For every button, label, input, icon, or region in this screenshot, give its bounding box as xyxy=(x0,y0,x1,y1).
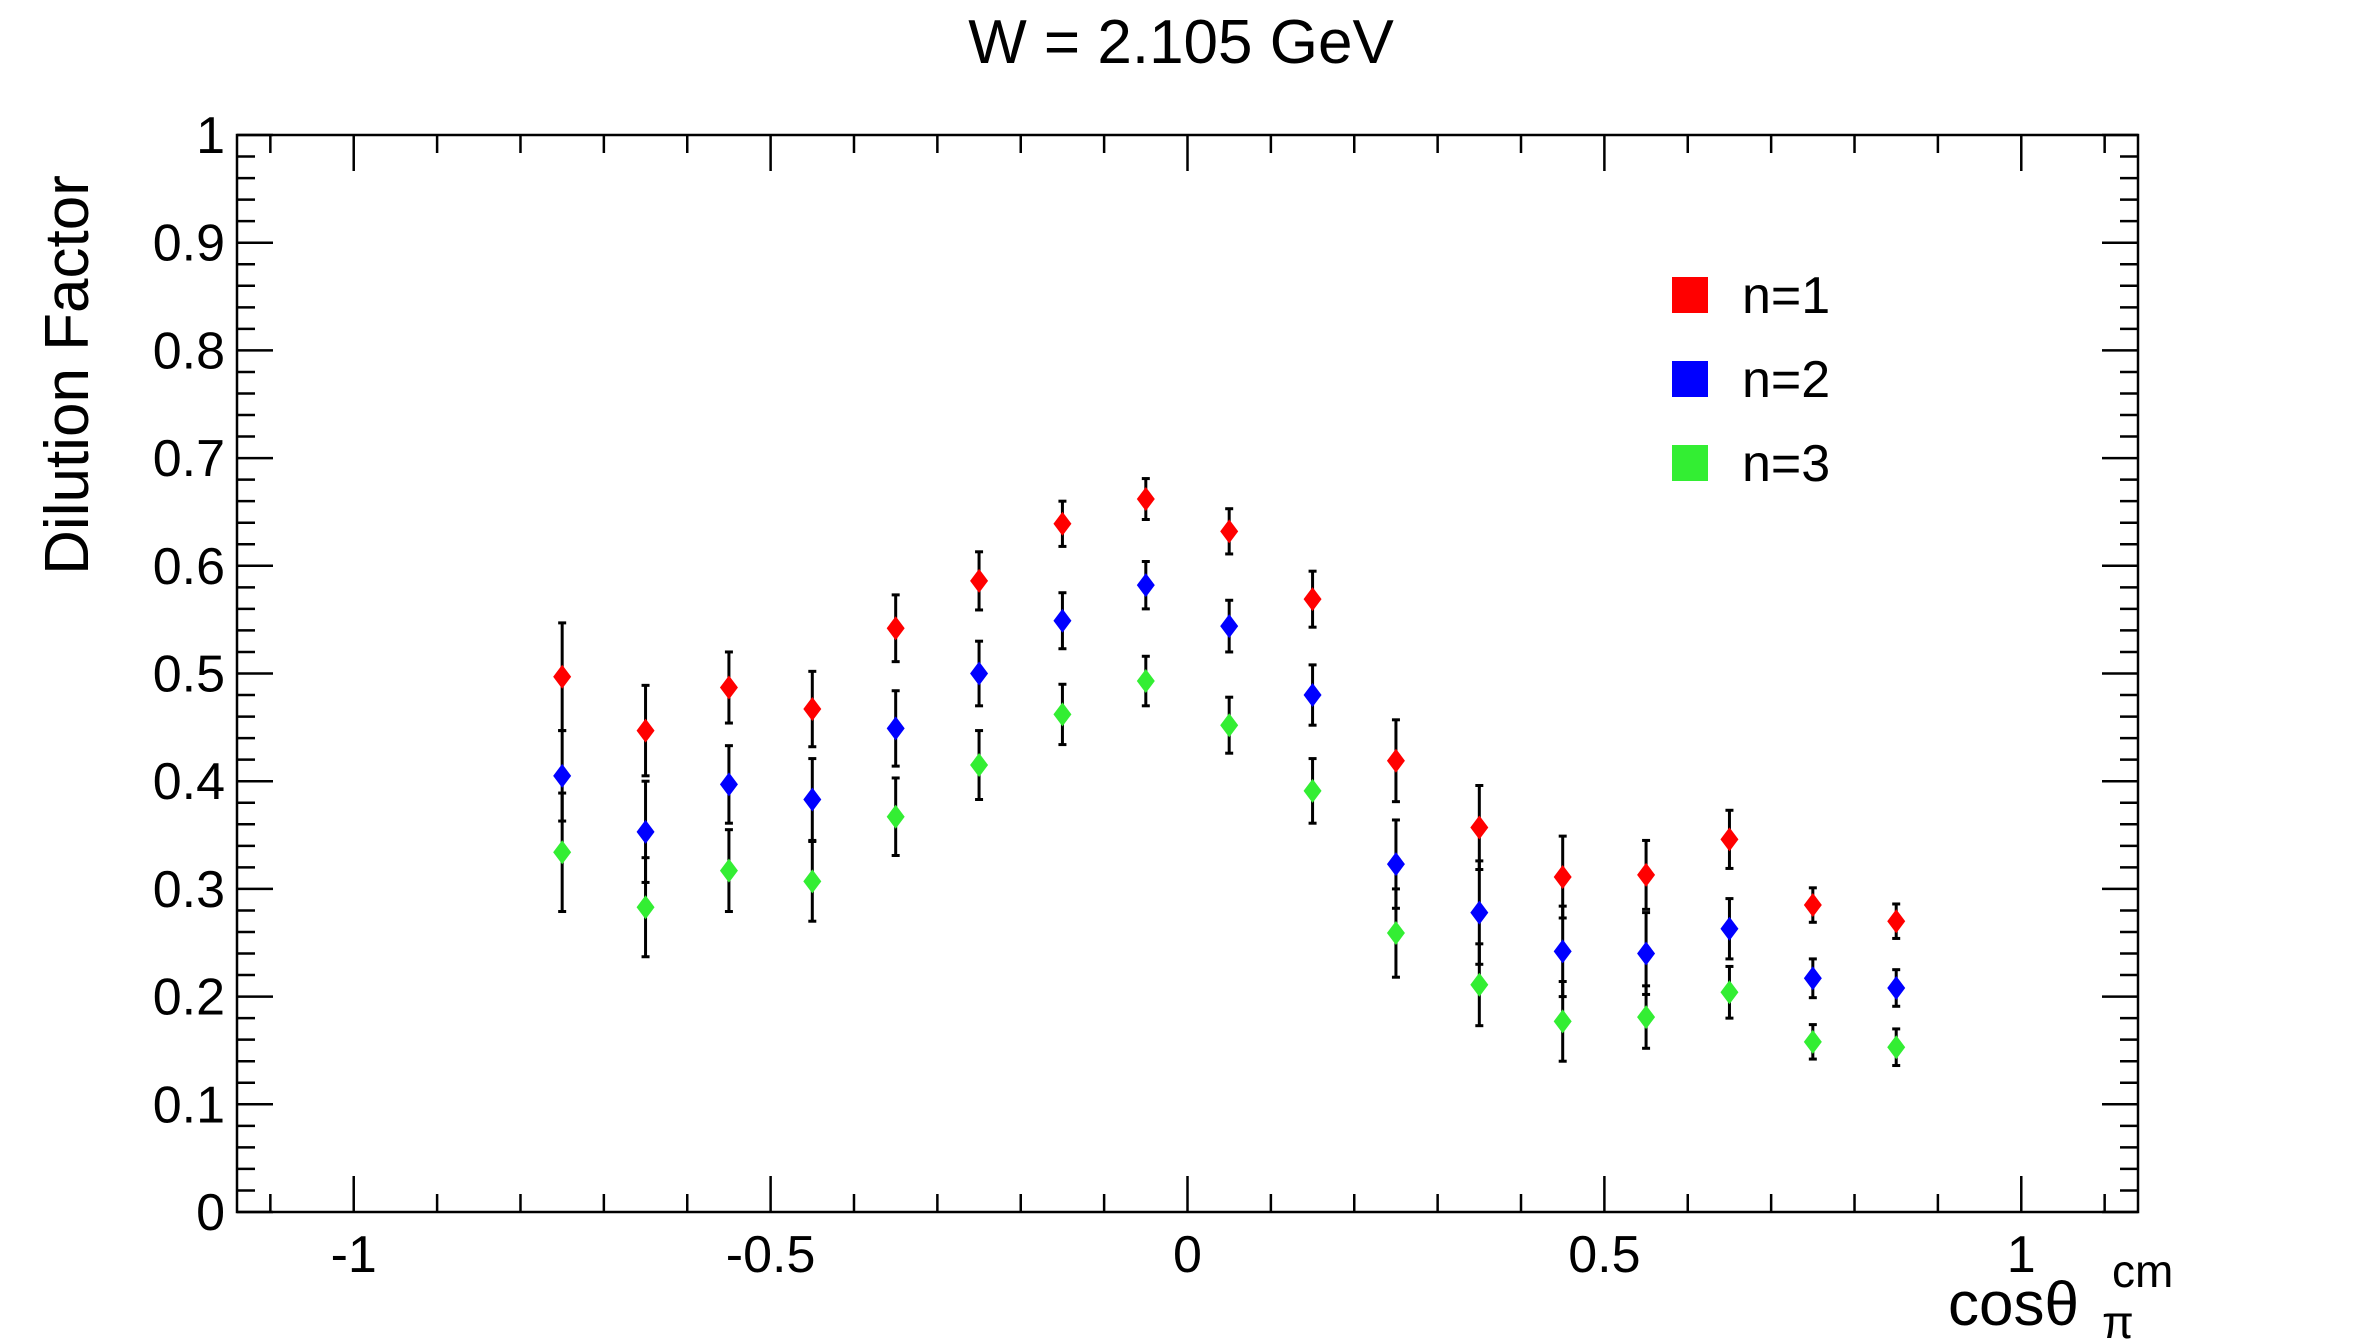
data-point xyxy=(636,895,655,920)
x-axis-label-subscript: π xyxy=(2102,1296,2134,1342)
data-point xyxy=(1470,900,1489,925)
y-axis-label: Dilution Factor xyxy=(33,175,102,575)
data-point xyxy=(1887,909,1906,934)
data-point xyxy=(1303,778,1322,803)
y-tick-label: 0.1 xyxy=(153,1076,225,1134)
x-tick-label: -0.5 xyxy=(726,1226,816,1284)
y-tick-label: 0.9 xyxy=(153,215,225,273)
y-tick-label: 0.7 xyxy=(153,430,225,488)
data-point xyxy=(1887,975,1906,1000)
data-point xyxy=(1887,1035,1906,1060)
data-point xyxy=(1303,587,1322,612)
x-axis-label-cos: cos xyxy=(1948,1270,2044,1339)
data-point xyxy=(1803,893,1822,918)
data-point xyxy=(1470,972,1489,997)
data-point xyxy=(886,716,905,741)
data-point xyxy=(1803,1029,1822,1054)
legend: n=1 n=2 n=3 xyxy=(1672,267,1830,493)
data-point xyxy=(1553,865,1572,890)
x-tick-label: -1 xyxy=(331,1226,377,1284)
data-point xyxy=(886,616,905,641)
data-point xyxy=(1303,683,1322,708)
data-point xyxy=(636,718,655,743)
data-point xyxy=(1220,614,1239,639)
data-point xyxy=(1720,980,1739,1005)
data-point xyxy=(803,869,822,894)
x-tick-label: 0 xyxy=(1173,1226,1202,1284)
y-tick-label: 0.2 xyxy=(153,969,225,1027)
data-point xyxy=(1637,1005,1656,1030)
data-point xyxy=(1053,608,1072,633)
data-point xyxy=(719,675,738,700)
series-n-3 xyxy=(553,654,1906,1068)
y-tick-label: 0.3 xyxy=(153,861,225,919)
data-point xyxy=(1386,748,1405,773)
data-point xyxy=(553,664,572,689)
x-axis-label-superscript: cm xyxy=(2112,1245,2173,1297)
y-tick-label: 0.4 xyxy=(153,753,225,811)
legend-label: n=3 xyxy=(1742,435,1830,493)
data-point xyxy=(970,568,989,593)
data-point xyxy=(553,840,572,865)
legend-swatch xyxy=(1672,445,1708,481)
legend-label: n=1 xyxy=(1742,267,1830,325)
data-point xyxy=(1720,827,1739,852)
data-point xyxy=(886,804,905,829)
plot-frame xyxy=(235,133,2140,1214)
y-tick-label: 0.6 xyxy=(153,538,225,596)
legend-label: n=2 xyxy=(1742,351,1830,409)
axes: -1 -0.5 0 0.5 1 0 0.1 0.2 0.3 0.4 0.5 0.6 0.7 0.8 0.9 1 xyxy=(153,107,2140,1284)
y-tick-label: 0.5 xyxy=(153,646,225,704)
data-point xyxy=(1553,939,1572,964)
data-point xyxy=(1136,573,1155,598)
series-n-1 xyxy=(553,477,1906,940)
x-axis-label: cosθ cm π xyxy=(1948,1245,2173,1342)
chart-title: W = 2.105 GeV xyxy=(968,8,1394,77)
data-point xyxy=(1553,1009,1572,1034)
data-points xyxy=(553,477,1906,1068)
y-tick-label: 0.8 xyxy=(153,322,225,380)
data-point xyxy=(1053,511,1072,536)
data-point xyxy=(719,858,738,883)
legend-swatch xyxy=(1672,277,1708,313)
legend-swatch xyxy=(1672,361,1708,397)
data-point xyxy=(1470,815,1489,840)
x-axis-label-base: cosθ xyxy=(1948,1270,2079,1339)
data-point xyxy=(1386,921,1405,946)
data-point xyxy=(1637,862,1656,887)
data-point xyxy=(1803,966,1822,991)
data-point xyxy=(1220,713,1239,738)
data-point xyxy=(1637,941,1656,966)
x-tick-label: 0.5 xyxy=(1568,1226,1640,1284)
data-point xyxy=(1053,702,1072,727)
x-axis-label-theta: θ xyxy=(2044,1270,2078,1339)
data-point xyxy=(970,661,989,686)
data-point xyxy=(1136,487,1155,512)
series-n-2 xyxy=(553,559,1906,1008)
data-point xyxy=(803,697,822,722)
data-point xyxy=(553,763,572,788)
data-point xyxy=(1386,852,1405,877)
x-tick-label: 1 xyxy=(2007,1226,2036,1284)
data-point xyxy=(1136,669,1155,694)
data-point xyxy=(636,819,655,844)
y-tick-label: 0 xyxy=(196,1184,225,1242)
data-point xyxy=(1220,519,1239,544)
data-point xyxy=(803,787,822,812)
data-point xyxy=(970,753,989,778)
data-point xyxy=(1720,916,1739,941)
y-tick-label: 1 xyxy=(196,107,225,165)
data-point xyxy=(719,772,738,797)
